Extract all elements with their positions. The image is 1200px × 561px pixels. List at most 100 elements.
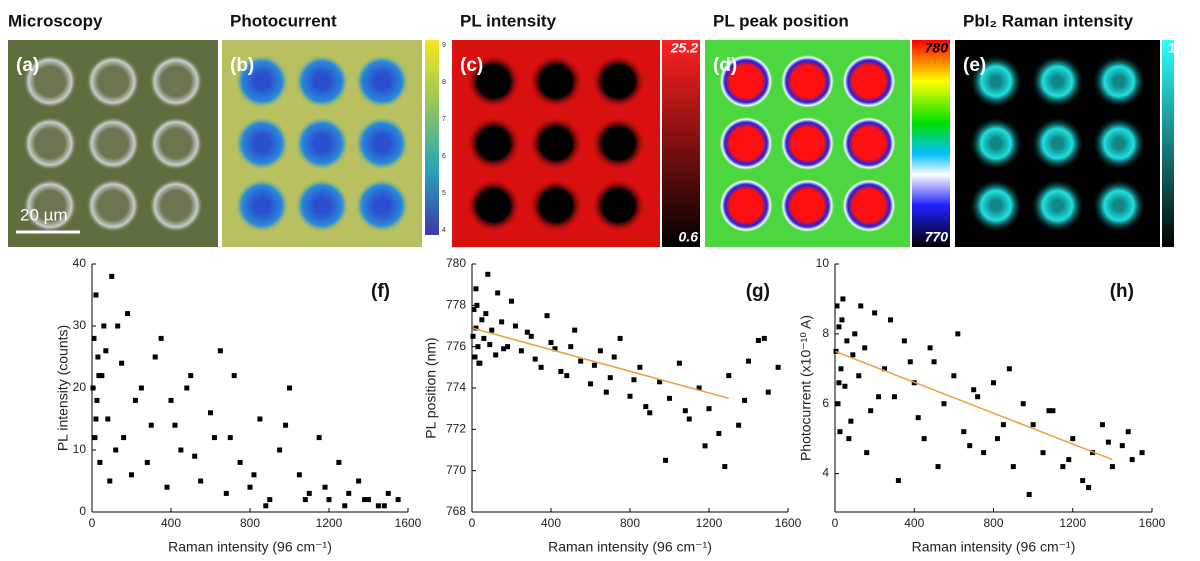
scatter-point (1046, 408, 1052, 414)
panel-title: PbI₂ Raman intensity (963, 11, 1134, 30)
scatter-point (105, 416, 111, 422)
x-tick-label: 0 (469, 516, 476, 530)
map-feature (780, 178, 835, 233)
scatter-point (603, 389, 609, 395)
scatter-point (858, 303, 864, 309)
scatter-point (975, 394, 981, 400)
scatter-point (474, 302, 480, 308)
y-tick-label: 10 (816, 256, 830, 270)
scatter-point (316, 435, 322, 441)
x-tick-label: 400 (541, 516, 561, 530)
fit-line (834, 350, 1113, 461)
colorbar (425, 40, 439, 235)
map-feature (295, 178, 349, 233)
scatter-point (844, 338, 850, 344)
scatter-point (961, 429, 967, 435)
scatter-point (840, 296, 846, 302)
scatter-point (1086, 485, 1092, 491)
map-feature (466, 116, 521, 171)
scatter-point (761, 335, 767, 341)
map-feature (235, 178, 289, 233)
map-feature (842, 54, 896, 109)
panel-title: Microscopy (8, 11, 103, 30)
scatter-point (1020, 401, 1026, 407)
scatter-point (103, 348, 109, 354)
scatter-point (1010, 464, 1016, 470)
y-tick-label: 772 (446, 422, 466, 436)
scatter-point (838, 366, 844, 372)
scatter-point (93, 292, 99, 298)
scatter-point (144, 459, 150, 465)
scatter-point (178, 447, 184, 453)
colorbar (662, 40, 700, 247)
panel-label: (b) (230, 55, 254, 76)
scatter-point (472, 354, 478, 360)
map-feature (466, 178, 521, 233)
scatter-point (306, 490, 312, 496)
map-feature (1092, 54, 1146, 109)
scatter-point (164, 484, 170, 490)
scatter-point (473, 325, 479, 331)
map-feature (969, 116, 1023, 171)
colorbar-max-label: 1924 (1168, 40, 1199, 56)
scatter-point (971, 387, 977, 393)
y-tick-label: 778 (446, 298, 466, 312)
scatter-point (667, 395, 672, 401)
map-feature (719, 54, 773, 109)
panel-label: (f) (371, 281, 390, 302)
scatter-point (564, 373, 570, 379)
scatter-point (834, 303, 840, 309)
scatter-point (96, 373, 102, 379)
map-feature (969, 54, 1023, 109)
scatter-point (572, 327, 578, 333)
scatter-point (895, 478, 901, 484)
y-tick-label: 776 (446, 339, 466, 353)
y-tick-label: 4 (822, 466, 829, 480)
map-feature (842, 178, 896, 233)
scatter-point (528, 333, 534, 339)
panel-title: Photocurrent (230, 11, 337, 30)
colorbar-tick-label: 8 (442, 79, 446, 86)
colorbar (1162, 40, 1174, 247)
scatter-point (967, 443, 973, 449)
map-feature (591, 178, 646, 233)
scatter-point (237, 459, 243, 465)
scatter-point (283, 422, 289, 428)
scatter-point (211, 435, 217, 441)
scatter-point (91, 335, 97, 341)
scatter-point (686, 416, 692, 422)
scatter-point (657, 379, 663, 385)
scatter-point (499, 319, 505, 325)
scatter-point (277, 447, 283, 453)
scatter-point (481, 335, 487, 341)
map-feature (780, 116, 835, 171)
scatter-point (1080, 478, 1086, 484)
panel-label: (c) (460, 55, 483, 76)
scatter-point (473, 286, 479, 292)
scatter-point (101, 323, 107, 329)
scatter-point (839, 317, 845, 323)
scatter-point (548, 340, 554, 346)
map-feature (529, 54, 583, 109)
y-axis-label: Photocurrent (x10⁻¹⁰ A) (798, 315, 814, 461)
scatter-point (836, 324, 842, 330)
x-tick-label: 400 (161, 516, 181, 530)
scatter-point (597, 348, 603, 354)
scatter-point (1066, 457, 1072, 463)
map-feature (529, 178, 583, 233)
colorbar-max-label: 25.2 (670, 40, 698, 56)
panel-label: (d) (713, 55, 737, 76)
scatter-point (302, 497, 308, 503)
map-feature (235, 54, 289, 109)
x-tick-label: 0 (89, 516, 96, 530)
map-feature (591, 54, 646, 109)
scatter-point (931, 359, 937, 365)
y-tick-label: 10 (73, 442, 87, 456)
panel-title: PL intensity (460, 11, 557, 30)
scatter-point (267, 497, 273, 503)
y-tick-label: 8 (822, 326, 829, 340)
y-tick-label: 30 (73, 318, 87, 332)
x-tick-label: 800 (620, 516, 640, 530)
scatter-point (479, 317, 485, 323)
